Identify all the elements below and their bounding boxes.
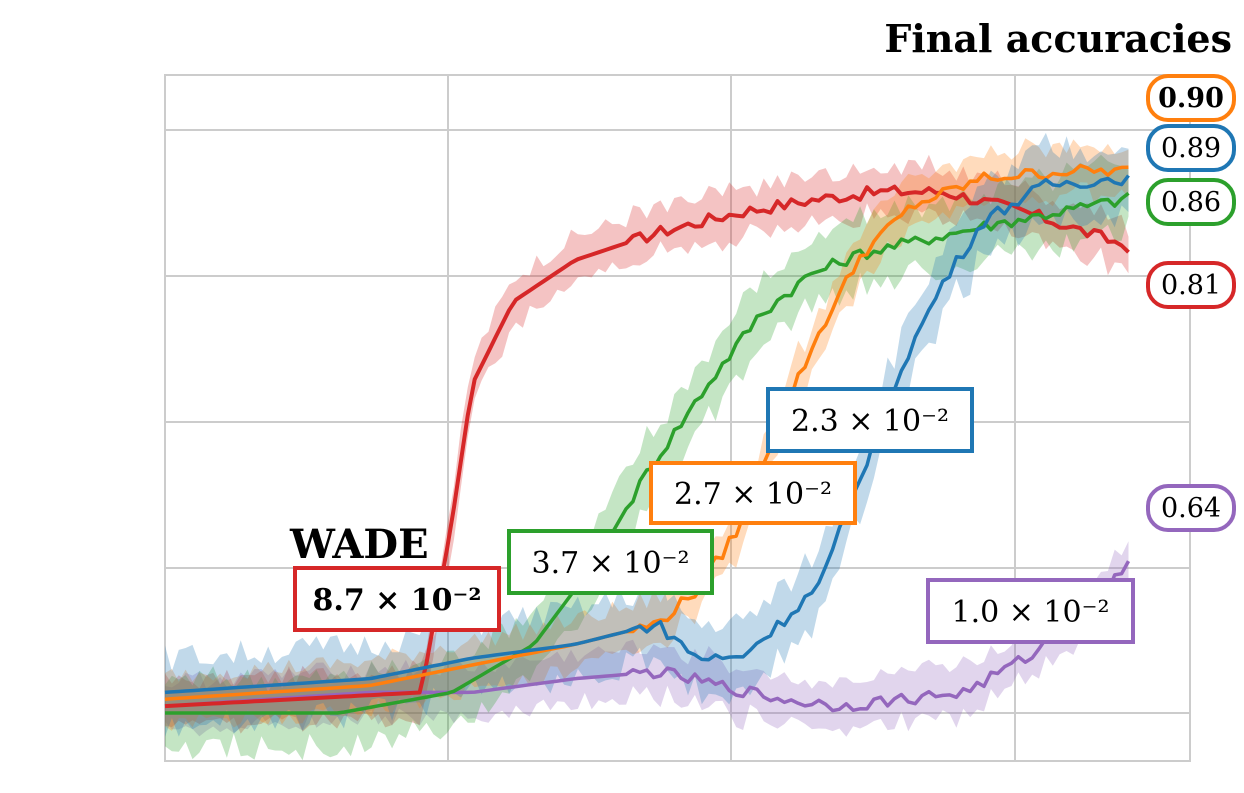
annotation-box [766,387,974,453]
series-lines [164,163,1131,715]
final-accuracy-labels: 0.81 0.86 0.90 0.89 0.64 [1146,74,1236,532]
series-band [165,541,1129,737]
annotation-box [507,529,714,595]
annotation-box [293,566,501,632]
final-accuracy-pill [1146,74,1236,122]
annotations: 8.7 × 10⁻² 3.7 × 10⁻² 2.7 × 10⁻² 2.3 × 10⁻²… [293,387,1135,644]
annotation-box [649,461,857,525]
annotation-label: 2.3 × 10⁻² [791,404,949,439]
grid [165,75,1190,761]
plot-background [164,74,1191,762]
final-accuracy-pill [1146,261,1236,309]
annotation-label: 2.7 × 10⁻² [674,477,832,512]
final-accuracy-value: 0.86 [1161,187,1221,218]
series-line [165,191,1130,715]
annotation-label: 3.7 × 10⁻² [532,546,690,581]
final-accuracy-value: 0.90 [1158,83,1224,114]
series-band [165,154,1129,761]
final-accuracy-value: 0.89 [1161,133,1221,164]
series-band [165,138,1129,731]
final-accuracy-pill [1146,124,1236,172]
final-accuracy-pill [1146,484,1236,532]
final-accuracy-value: 0.64 [1161,493,1221,524]
series-band [165,132,1129,737]
annotation-label: 8.7 × 10⁻² [313,583,482,618]
series-line [164,184,1130,709]
final-accuracy-pill [1146,178,1236,226]
series-line [164,560,1131,713]
series-line [164,163,1129,702]
chart-title: Final accuracies [884,16,1232,61]
series-line [164,174,1130,695]
final-accuracy-value: 0.81 [1161,270,1221,301]
method-label: WADE [289,521,429,568]
annotation-box [926,578,1135,644]
annotation-label: 1.0 × 10⁻² [952,595,1110,630]
